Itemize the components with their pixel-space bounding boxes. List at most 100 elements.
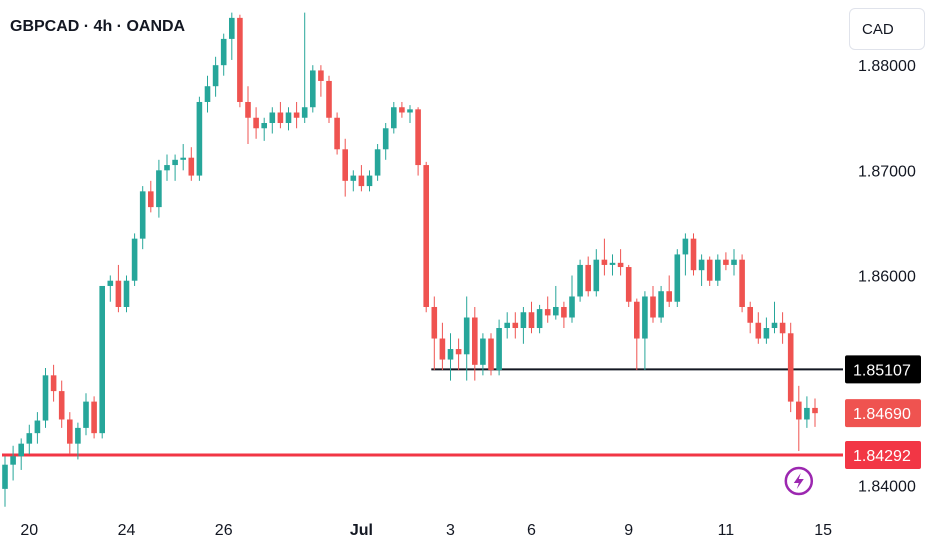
candle	[415, 107, 421, 176]
candle	[75, 422, 81, 460]
last-price-label-bg	[845, 399, 921, 428]
candle	[739, 254, 745, 313]
candle-body	[212, 65, 219, 87]
candle	[585, 256, 591, 297]
candle	[245, 86, 251, 145]
candle-body	[609, 262, 616, 265]
time-axis[interactable]: 20 24 26 Jul 3 6 9 11 15	[20, 522, 832, 539]
x-tick-label: 26	[215, 522, 233, 539]
candle-body	[26, 433, 33, 444]
candle	[10, 445, 16, 481]
candle-body	[358, 175, 365, 187]
candle	[731, 249, 737, 276]
candle-body	[382, 128, 389, 150]
candle-body	[536, 309, 543, 329]
level-label-support-black-bg	[845, 355, 921, 384]
candle	[561, 301, 567, 329]
candle-body	[269, 112, 276, 124]
price-axis[interactable]: 1.88000 1.87000 1.86000 1.84000 1.85107 1.842…	[845, 58, 921, 496]
candle	[480, 333, 486, 376]
candle	[374, 144, 381, 181]
candle	[366, 170, 373, 192]
candle-body	[520, 312, 527, 329]
candle-body	[561, 306, 567, 318]
candle-body	[91, 401, 97, 434]
candle	[642, 291, 648, 371]
candle	[723, 252, 729, 271]
candle-body	[698, 259, 705, 271]
candle	[26, 424, 33, 455]
candle-body	[739, 259, 745, 307]
candle-body	[569, 296, 575, 318]
candle-body	[253, 117, 259, 129]
candle-body	[755, 322, 762, 339]
candle-body	[285, 112, 292, 124]
candle	[755, 312, 762, 344]
currency-button[interactable]: CAD	[849, 8, 925, 50]
candle-body	[131, 238, 138, 281]
candle	[577, 259, 583, 302]
candle-body	[771, 322, 778, 329]
candle-body	[318, 70, 324, 81]
candle-body	[423, 165, 429, 307]
candle-body	[148, 191, 154, 208]
candle-body	[237, 17, 243, 102]
candle	[520, 306, 527, 344]
candle	[326, 75, 332, 124]
candle	[463, 296, 470, 381]
candle-body	[787, 333, 794, 402]
candle-body	[366, 175, 373, 187]
candle-body	[666, 291, 672, 302]
candle-body	[431, 306, 438, 339]
candle	[715, 254, 721, 286]
event-markers[interactable]	[784, 466, 814, 496]
candle	[269, 107, 276, 134]
candle	[439, 322, 446, 371]
candle-body	[472, 317, 478, 365]
x-tick-label: 11	[718, 522, 735, 539]
candle-body	[391, 107, 397, 129]
candle-body	[83, 401, 89, 428]
candle	[180, 144, 186, 171]
candle	[747, 301, 753, 334]
candle-body	[407, 109, 413, 113]
x-tick-label: Jul	[350, 522, 373, 539]
lightning-icon[interactable]	[784, 466, 814, 496]
level-label-support-black: 1.85107	[845, 355, 921, 384]
candle	[391, 101, 397, 134]
candle	[318, 65, 324, 97]
candle-body	[245, 101, 251, 118]
candle	[164, 154, 170, 181]
candle-body	[2, 464, 8, 489]
candle	[787, 322, 794, 413]
candle-body	[690, 238, 697, 271]
candle-body	[50, 375, 57, 392]
candle	[455, 338, 462, 371]
candle-body	[796, 401, 802, 420]
candle-body	[706, 259, 713, 281]
candle-body	[75, 427, 81, 444]
candle-body	[58, 391, 65, 420]
candle-body	[107, 280, 114, 286]
candle	[50, 364, 57, 402]
candle	[156, 159, 162, 218]
candle-body	[350, 175, 357, 181]
candle	[553, 285, 559, 320]
candle	[123, 275, 130, 313]
candle	[99, 285, 105, 439]
candle-body	[455, 349, 462, 355]
candle-body	[399, 107, 405, 113]
y-tick-label: 1.87000	[858, 163, 916, 180]
candle-body	[763, 328, 770, 339]
candle-body	[585, 264, 591, 292]
level-label-support-black-text: 1.85107	[853, 362, 911, 379]
candle-body	[374, 149, 381, 176]
candle	[229, 12, 235, 60]
candle	[528, 301, 535, 334]
candle-body	[204, 86, 211, 102]
candle-body	[553, 306, 559, 316]
candle	[277, 101, 284, 129]
y-tick-label: 1.84000	[858, 479, 916, 496]
